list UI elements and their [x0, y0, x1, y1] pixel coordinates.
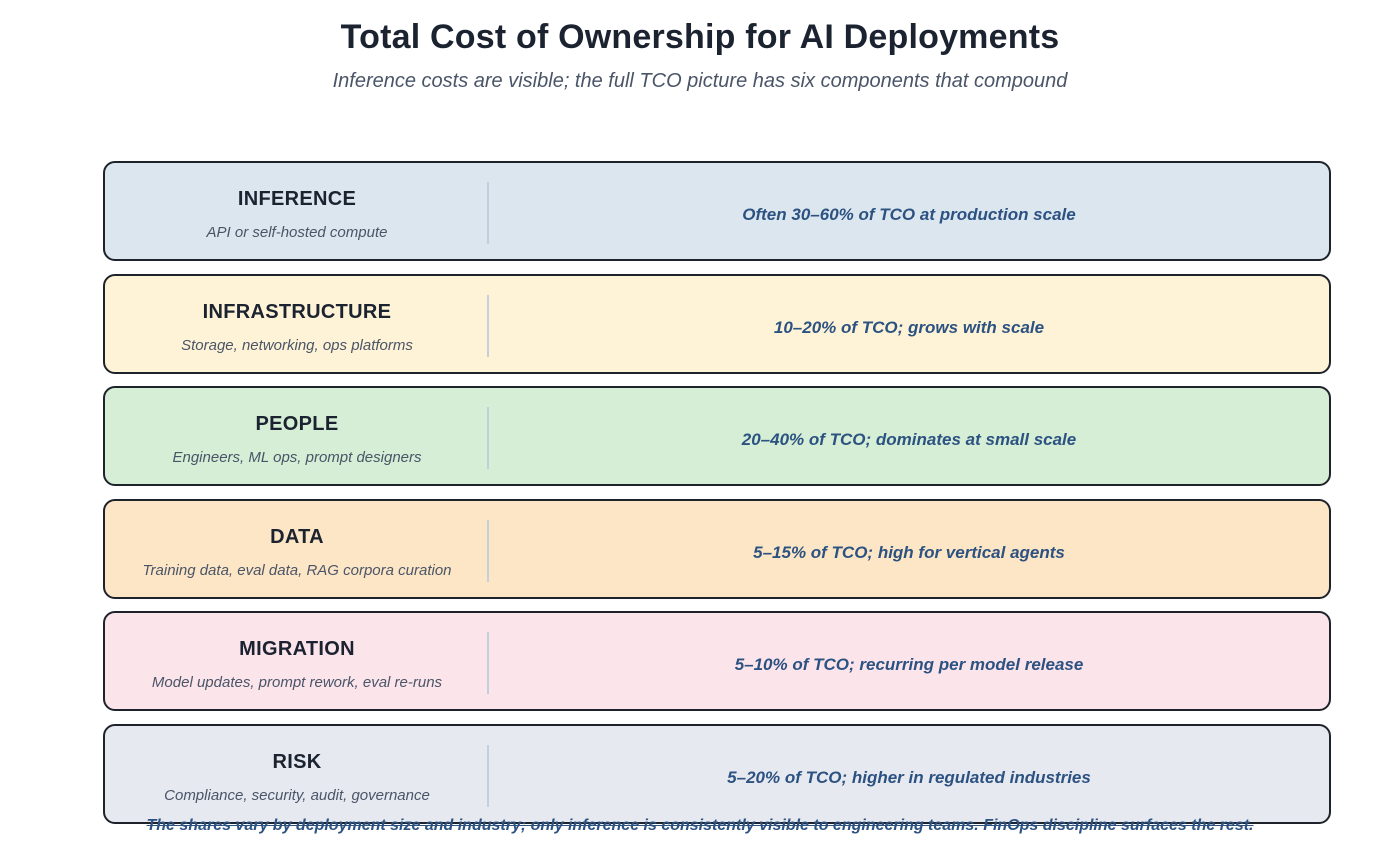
component-label-block: INFRASTRUCTURE Storage, networking, ops …	[105, 276, 489, 372]
row-divider	[487, 632, 489, 695]
component-description: Compliance, security, audit, governance	[164, 786, 430, 804]
component-label-block: INFERENCE API or self-hosted compute	[105, 163, 489, 259]
component-name: INFERENCE	[237, 188, 357, 210]
row-divider	[487, 407, 489, 470]
component-name: MIGRATION	[239, 638, 355, 661]
component-description: Training data, eval data, RAG corpora cu…	[142, 561, 452, 579]
row-divider	[487, 182, 489, 244]
component-description: Model updates, prompt rework, eval re-ru…	[151, 674, 443, 692]
component-row-inference: INFERENCE API or self-hosted compute Oft…	[103, 161, 1331, 261]
component-label-block: RISK Compliance, security, audit, govern…	[105, 726, 489, 822]
component-row-people: PEOPLE Engineers, ML ops, prompt designe…	[103, 386, 1331, 487]
row-divider	[487, 519, 489, 582]
component-share: 5–10% of TCO; recurring per model releas…	[734, 655, 1084, 675]
component-name: RISK	[272, 750, 322, 773]
component-description: Engineers, ML ops, prompt designers	[172, 449, 422, 467]
component-row-infrastructure: INFRASTRUCTURE Storage, networking, ops …	[103, 273, 1331, 374]
component-description: Storage, networking, ops platforms	[181, 336, 413, 354]
component-row-risk: RISK Compliance, security, audit, govern…	[103, 723, 1331, 824]
row-divider	[487, 294, 489, 357]
row-divider	[487, 744, 489, 807]
footnote: The shares vary by deployment size and i…	[146, 817, 1254, 834]
component-share: 5–20% of TCO; higher in regulated indust…	[727, 767, 1091, 787]
component-label-block: PEOPLE Engineers, ML ops, prompt designe…	[105, 388, 489, 484]
tco-components-list: INFERENCE API or self-hosted compute Oft…	[103, 161, 1331, 837]
component-share: 10–20% of TCO; grows with scale	[773, 317, 1045, 337]
component-row-migration: MIGRATION Model updates, prompt rework, …	[103, 611, 1331, 712]
page-subtitle: Inference costs are visible; the full TC…	[332, 70, 1068, 92]
page-title: Total Cost of Ownership for AI Deploymen…	[340, 18, 1060, 56]
component-share: 20–40% of TCO; dominates at small scale	[741, 430, 1077, 450]
component-name: INFRASTRUCTURE	[202, 300, 392, 323]
component-description: API or self-hosted compute	[206, 224, 388, 241]
component-name: DATA	[270, 525, 324, 548]
component-label-block: MIGRATION Model updates, prompt rework, …	[105, 613, 489, 709]
component-row-data: DATA Training data, eval data, RAG corpo…	[103, 498, 1331, 599]
component-name: PEOPLE	[255, 413, 339, 436]
component-share: 5–15% of TCO; high for vertical agents	[753, 542, 1065, 562]
component-label-block: DATA Training data, eval data, RAG corpo…	[105, 501, 489, 597]
component-share: Often 30–60% of TCO at production scale	[742, 205, 1076, 224]
